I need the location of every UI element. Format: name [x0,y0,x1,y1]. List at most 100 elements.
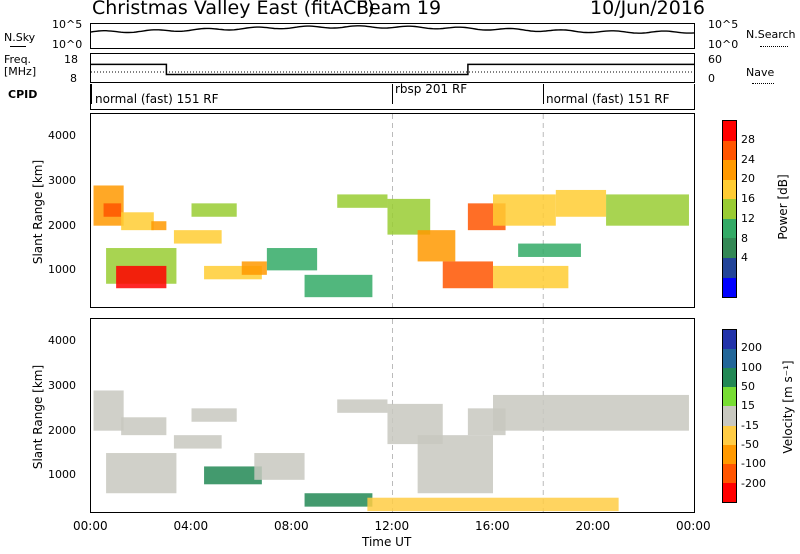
cpid-label: CPID [8,88,38,101]
power-cell-13 [387,198,431,235]
power-ytick-1000: 1000 [48,263,76,277]
power-cell-12 [337,194,388,208]
velocity-ytick-4000: 4000 [48,334,76,348]
sky-trace [91,25,694,34]
power-colorbar-tick: 8 [741,231,748,245]
sky-tick-bottom: 10^0 [52,38,83,51]
velocity-colorbar-swatch-5 [723,425,736,445]
power-cell-19 [606,194,689,226]
power-ytick-3000: 3000 [48,174,76,187]
power-cell-21 [493,265,569,289]
n-search-legend-line [760,46,788,47]
x-axis-tick-5: 20:00 [575,519,611,533]
velocity-panel [90,318,695,513]
sky-panel [90,23,695,49]
station-title: Christmas Valley East (fitACF) [92,0,375,19]
nave-legend-line [752,83,774,84]
nave-tick-bottom: 0 [708,72,715,85]
power-colorbar-tick: 16 [741,192,755,206]
velocity-ytick-2000: 2000 [48,423,76,437]
velocity-cell-5 [204,466,262,485]
velocity-colorbar-tick: -200 [741,476,766,490]
freq-trace [91,63,694,76]
power-colorbar-swatch-4 [723,199,736,219]
freq-tick-top: 18 [64,53,78,66]
beam-title: Beam 19 [356,0,442,19]
n-sky-legend-line [10,46,26,47]
power-colorbar-swatch-2 [723,160,736,180]
power-colorbar-tick: 4 [741,251,748,265]
velocity-colorbar-label: Velocity [m s⁻¹] [781,360,795,454]
velocity-colorbar-tick: 50 [741,380,755,393]
x-axis-tick-1: 04:00 [173,519,209,533]
velocity-colorbar-tick: 200 [741,341,762,355]
power-colorbar-label: Power [dB] [776,174,790,240]
sky-tick-top: 10^5 [52,18,83,31]
power-colorbar-swatch-8 [723,277,736,298]
velocity-colorbar-swatch-1 [723,349,736,369]
search-tick-bottom: 10^0 [708,38,739,51]
nave-tick-top: 60 [708,53,722,66]
power-ytick-4000: 4000 [48,129,76,143]
power-heatmap [93,114,689,307]
power-cell-9 [241,261,267,275]
velocity-colorbar-tick: -50 [741,438,759,451]
power-colorbar-swatch-0 [723,121,736,141]
power-cell-20 [518,243,581,257]
velocity-ytick-1000: 1000 [48,468,76,482]
velocity-colorbar-swatch-3 [723,387,736,407]
velocity-colorbar-tick: -15 [741,418,759,432]
power-panel [90,113,695,308]
velocity-colorbar-tick: 100 [741,360,762,374]
freq-unit-label: [MHz] [4,65,37,78]
x-axis-tick-2: 08:00 [274,519,309,533]
power-cell-18 [555,189,607,217]
cpid-segment-2: rbsp 201 RF [395,82,468,96]
velocity-cell-4 [191,408,237,422]
cpid-segment-1: normal (fast) 151 RF [95,92,219,106]
velocity-colorbar-tick: 15 [741,399,755,413]
velocity-cell-10 [417,435,493,494]
power-cell-5 [116,265,167,289]
x-axis-tick-0: 00:00 [73,519,108,533]
power-colorbar-tick: 24 [741,152,755,166]
velocity-cell-0 [93,390,124,431]
power-cell-17 [493,194,556,226]
power-colorbar-swatch-6 [723,238,736,258]
power-cell-6 [173,230,222,244]
power-cell-14 [417,230,456,262]
x-axis-tick-6: 00:00 [676,519,711,533]
velocity-ytick-3000: 3000 [48,379,76,392]
power-cell-7 [191,203,237,217]
frequency-trace-line [91,63,694,76]
freq-tick-bottom: 8 [70,72,77,85]
freq-panel [90,53,695,83]
x-axis-label: Time UT [362,535,412,549]
power-colorbar-tick: 12 [741,211,755,225]
velocity-colorbar-swatch-6 [723,444,736,464]
x-axis-tick-4: 16:00 [475,519,510,533]
search-tick-top: 10^5 [708,18,739,31]
velocity-heatmap [93,319,689,512]
velocity-cell-1 [121,417,167,436]
velocity-colorbar-swatch-0 [723,330,736,350]
power-colorbar-swatch-7 [723,257,736,278]
power-cell-10 [266,248,318,271]
velocity-colorbar-swatch-8 [723,482,736,502]
n-search-label: N.Search [746,28,796,41]
date-title: 10/Jun/2016 [590,0,706,19]
velocity-cell-2 [106,453,177,494]
power-colorbar-swatch-5 [723,218,736,239]
power-colorbar-swatch-3 [723,179,736,200]
velocity-cell-13 [367,497,619,512]
power-cell-3 [151,221,167,231]
velocity-colorbar-tick: -100 [741,457,766,471]
velocity-colorbar-swatch-4 [723,406,736,426]
power-cell-2 [121,212,154,231]
power-ylabel: Slant Range [km] [31,159,45,265]
power-colorbar-swatch-1 [723,140,736,161]
power-colorbar-tick: 28 [741,132,755,146]
velocity-colorbar [722,329,737,503]
velocity-cell-3 [173,435,222,449]
power-colorbar-tick: 20 [741,172,755,186]
